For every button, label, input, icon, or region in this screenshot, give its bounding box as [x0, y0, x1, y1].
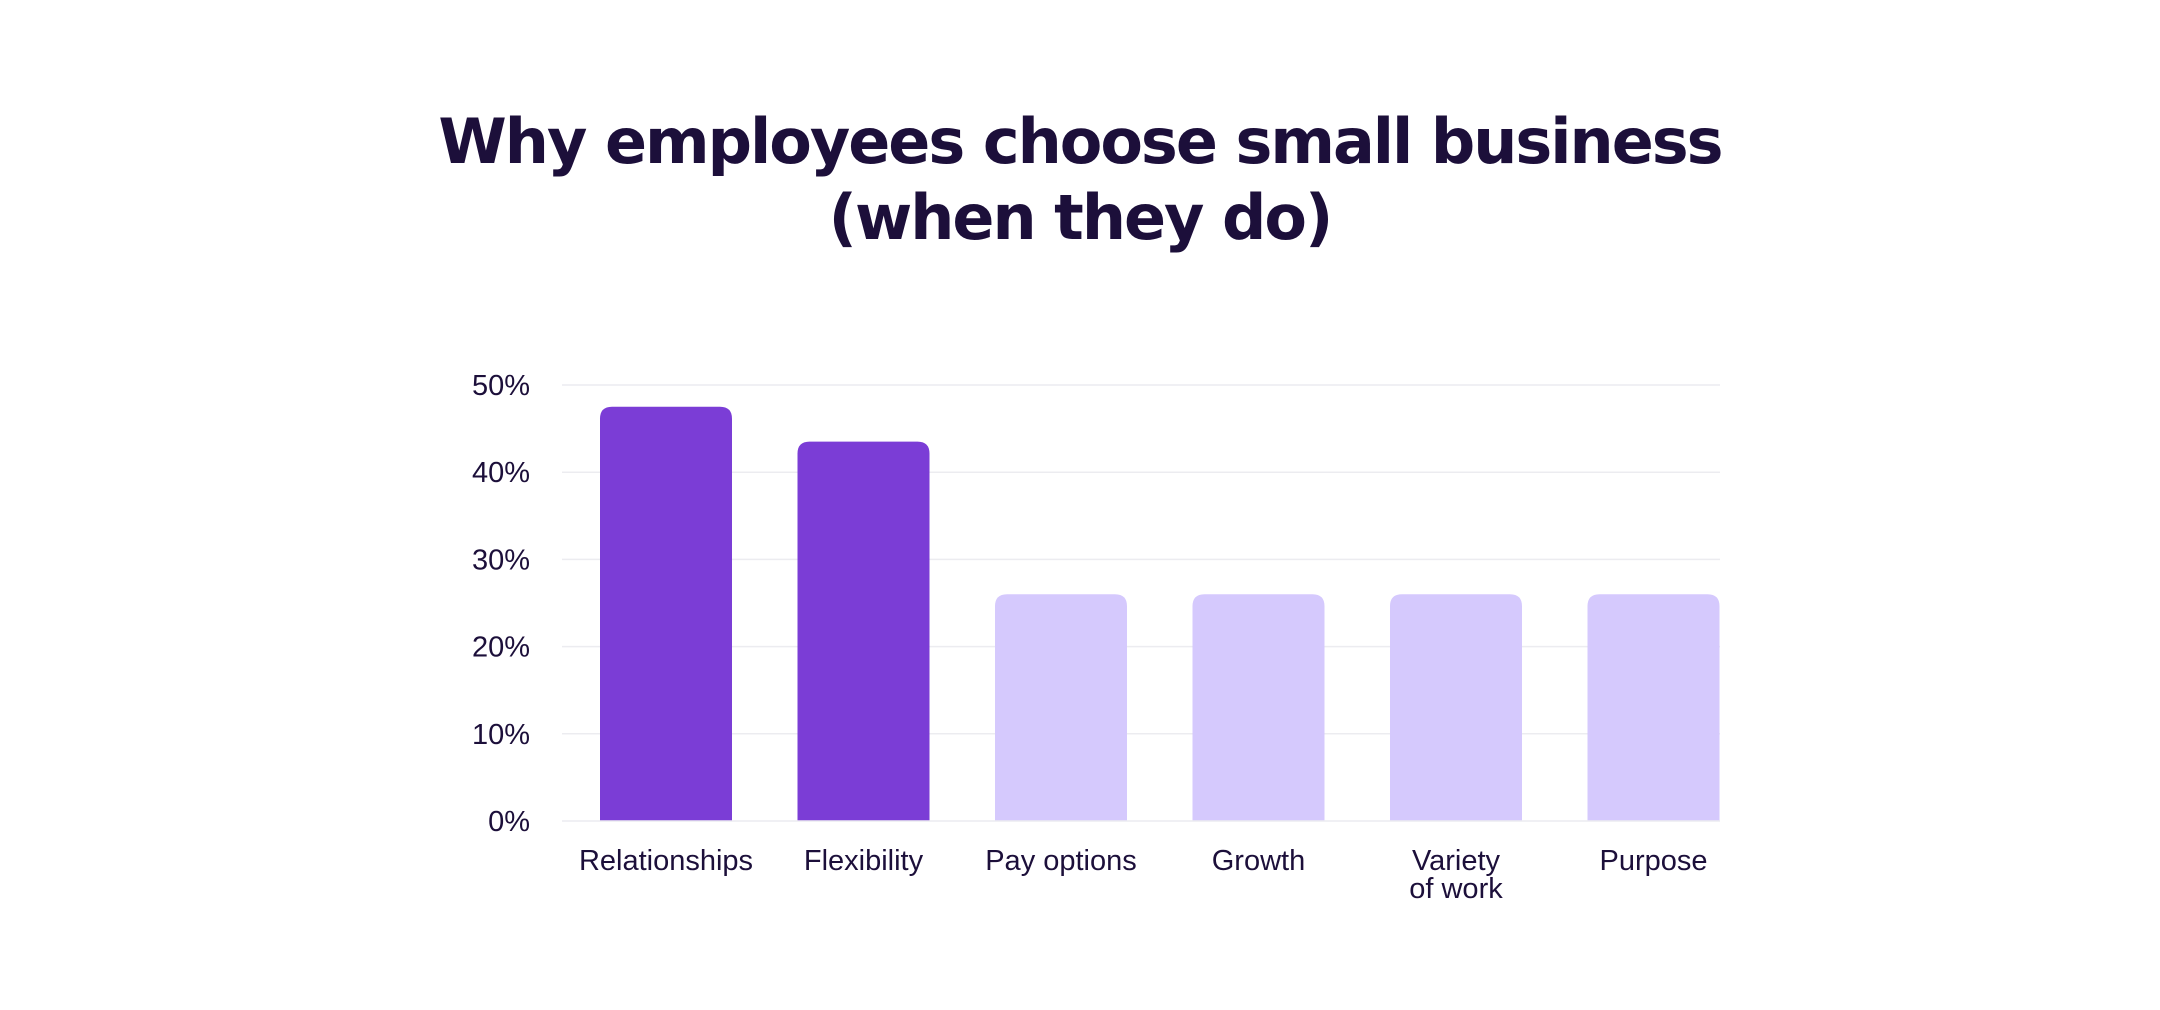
x-tick-label: Flexibility	[804, 845, 924, 877]
y-tick-label: 0%	[488, 806, 530, 838]
y-tick-label: 40%	[472, 457, 530, 489]
y-tick-label: 30%	[472, 544, 530, 576]
y-tick-label: 10%	[472, 719, 530, 751]
x-tick-label: Variety of work	[1409, 845, 1503, 905]
y-tick-label: 20%	[472, 632, 530, 664]
bar	[995, 594, 1127, 821]
chart-title-line-2: (when they do)	[828, 181, 1334, 254]
x-tick-label: Relationships	[579, 845, 753, 877]
chart-title: Why employees choose small business (whe…	[0, 104, 2160, 256]
bar	[797, 441, 930, 821]
chart-title-line-1: Why employees choose small business	[438, 105, 1723, 178]
bar	[1587, 594, 1720, 821]
x-tick-label: Purpose	[1599, 845, 1707, 877]
bar	[1390, 594, 1522, 821]
bar	[1192, 594, 1325, 821]
y-tick-label: 50%	[472, 370, 530, 402]
x-tick-label: Growth	[1212, 845, 1305, 877]
bar	[600, 406, 732, 821]
x-tick-label: Pay options	[985, 845, 1137, 877]
